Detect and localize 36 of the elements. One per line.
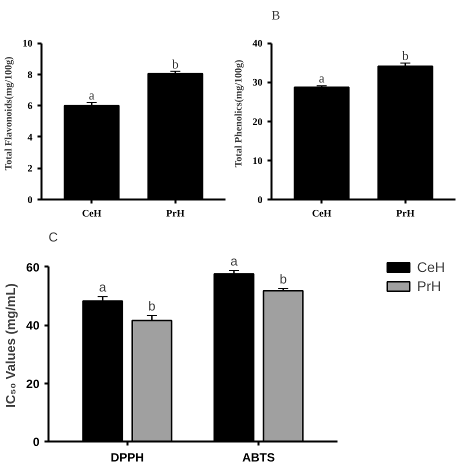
- y-tick-label: 8: [28, 70, 32, 81]
- annotation: a: [99, 280, 108, 295]
- annotation: a: [318, 70, 325, 86]
- legend-label: PrH: [416, 278, 442, 294]
- x-tick-label: DPPH: [110, 450, 144, 464]
- y-axis-title: Total Flavonoids(mg/100g): [4, 56, 14, 170]
- y-tick-label: 6: [28, 101, 32, 112]
- annotation: b: [280, 271, 287, 286]
- x-tick-label: CeH: [82, 208, 102, 220]
- chart-title: C: [48, 230, 58, 244]
- y-tick-label: 0: [258, 195, 262, 206]
- chart-title: B: [272, 8, 280, 22]
- y-tick-label: 30: [252, 78, 262, 89]
- y-tick-label: 20: [252, 116, 262, 128]
- x-tick-label: CeH: [312, 208, 332, 220]
- y-tick-label: 10: [22, 38, 32, 50]
- x-tick-label: PrH: [166, 208, 185, 220]
- annotation: b: [402, 48, 409, 64]
- annotation: a: [230, 253, 238, 268]
- y-tick-label: 2: [28, 164, 32, 175]
- y-axis-title: IC₅₀ Values (mg/mL): [3, 283, 18, 408]
- annotation: b: [148, 298, 156, 314]
- annotation: a: [88, 88, 95, 103]
- y-tick-label: 20: [26, 376, 40, 391]
- y-tick-label: 4: [28, 132, 32, 144]
- y-axis-title: Total Phenolics(mg/100g): [234, 60, 244, 168]
- x-tick-label: ABTS: [242, 450, 275, 464]
- y-tick-label: 0: [32, 435, 40, 449]
- y-tick-label: 10: [252, 156, 262, 167]
- annotation: b: [172, 56, 179, 72]
- y-tick-label: 60: [26, 260, 40, 274]
- x-tick-label: PrH: [396, 208, 415, 220]
- legend-label: CeH: [416, 259, 445, 275]
- y-tick-label: 40: [26, 318, 40, 333]
- y-tick-label: 0: [28, 195, 32, 206]
- y-tick-label: 40: [252, 38, 262, 50]
